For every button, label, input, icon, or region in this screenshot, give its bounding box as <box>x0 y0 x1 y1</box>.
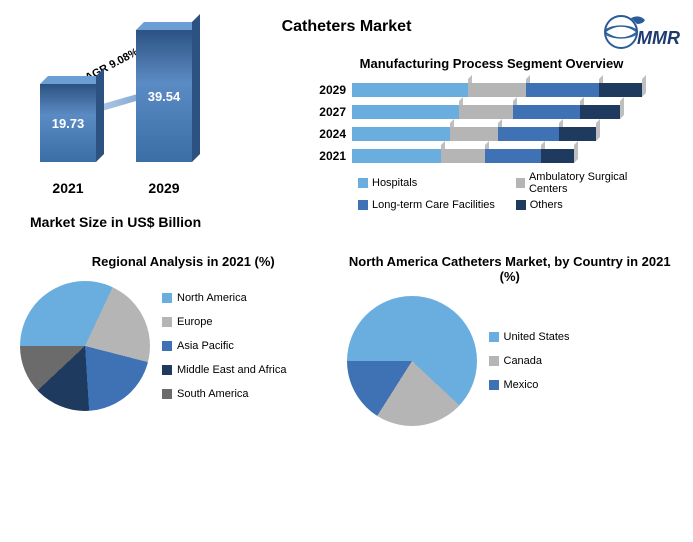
hbar-segment <box>580 105 620 119</box>
hbar-segment <box>459 105 513 119</box>
legend-item: Europe <box>162 316 286 328</box>
legend-label: Others <box>530 199 563 211</box>
legend-label: Canada <box>504 355 543 367</box>
hbar-year-label: 2024 <box>310 127 352 141</box>
legend-label: Asia Pacific <box>177 340 234 352</box>
manufacturing-hbar-chart: Manufacturing Process Segment Overview 2… <box>300 56 673 230</box>
legend-item: North America <box>162 292 286 304</box>
top-row: CAGR 9.08% 19.73202139.542029 Market Siz… <box>0 56 693 230</box>
hbar-row: 2024 <box>310 127 673 141</box>
legend-label: Middle East and Africa <box>177 364 286 376</box>
legend-label: Europe <box>177 316 212 328</box>
na-pie-chart <box>347 296 477 426</box>
legend-swatch <box>358 200 368 210</box>
hbar-year-label: 2021 <box>310 149 352 163</box>
legend-label: North America <box>177 292 247 304</box>
regional-pie-section: Regional Analysis in 2021 (%) North Amer… <box>20 254 347 426</box>
logo-text: MMR <box>637 28 680 48</box>
legend-label: South America <box>177 388 249 400</box>
legend-label: Long-term Care Facilities <box>372 199 495 211</box>
hbar-track <box>352 127 596 141</box>
regional-pie-title: Regional Analysis in 2021 (%) <box>20 254 347 269</box>
mmr-logo: MMR <box>601 10 681 60</box>
hbar-segment <box>352 83 468 97</box>
legend-swatch <box>489 332 499 342</box>
bar-year: 2021 <box>52 180 83 196</box>
legend-swatch <box>516 178 525 188</box>
legend-item: Mexico <box>489 379 570 391</box>
hbar-row: 2029 <box>310 83 673 97</box>
legend-item: Middle East and Africa <box>162 364 286 376</box>
hbar-legend: Hospitals Ambulatory Surgical Centers Long… <box>310 171 673 211</box>
bar-value: 19.73 <box>52 116 85 131</box>
market-size-bar-chart: CAGR 9.08% 19.73202139.542029 Market Siz… <box>20 56 300 230</box>
hbar-row: 2021 <box>310 149 673 163</box>
hbar-track <box>352 149 574 163</box>
page-title: Catheters Market <box>0 0 693 36</box>
hbar-segment <box>513 105 580 119</box>
hbar-segment <box>526 83 599 97</box>
regional-pie-chart <box>20 281 150 411</box>
na-pie-title: North America Catheters Market, by Count… <box>347 254 674 284</box>
legend-swatch <box>162 341 172 351</box>
legend-swatch <box>162 389 172 399</box>
legend-label: United States <box>504 331 570 343</box>
legend-swatch <box>162 293 172 303</box>
legend-item: Asia Pacific <box>162 340 286 352</box>
bar: 19.73 <box>40 84 96 162</box>
regional-legend: North America Europe Asia Pacific Middle Ea… <box>162 292 286 400</box>
legend-swatch <box>489 356 499 366</box>
legend-swatch <box>162 365 172 375</box>
hbar-segment <box>559 127 596 141</box>
na-legend: United States Canada Mexico <box>489 331 570 391</box>
legend-swatch <box>358 178 368 188</box>
hbar-segment <box>468 83 526 97</box>
hbar-track <box>352 105 620 119</box>
legend-item: United States <box>489 331 570 343</box>
legend-label: Ambulatory Surgical Centers <box>529 171 658 195</box>
legend-swatch <box>162 317 172 327</box>
hbar-track <box>352 83 642 97</box>
legend-item: Ambulatory Surgical Centers <box>516 171 658 195</box>
na-pie-section: North America Catheters Market, by Count… <box>347 254 674 426</box>
legend-item: South America <box>162 388 286 400</box>
hbar-segment <box>485 149 541 163</box>
legend-item: Hospitals <box>358 171 500 195</box>
bottom-row: Regional Analysis in 2021 (%) North Amer… <box>0 254 693 426</box>
market-size-axis-label: Market Size in US$ Billion <box>20 214 300 230</box>
bar-column: 19.73 2021 <box>40 84 96 196</box>
hbar-row: 2027 <box>310 105 673 119</box>
hbar-segment <box>541 149 574 163</box>
legend-swatch <box>489 380 499 390</box>
bar-year: 2029 <box>148 180 179 196</box>
hbar-year-label: 2027 <box>310 105 352 119</box>
legend-swatch <box>516 200 526 210</box>
hbar-segment <box>352 127 450 141</box>
hbar-year-label: 2029 <box>310 83 352 97</box>
legend-item: Others <box>516 199 658 211</box>
legend-label: Hospitals <box>372 177 417 189</box>
bar: 39.54 <box>136 30 192 162</box>
legend-item: Canada <box>489 355 570 367</box>
bar-column: 39.54 2029 <box>136 30 192 196</box>
hbar-segment <box>352 105 459 119</box>
hbar-segment <box>450 127 499 141</box>
legend-item: Long-term Care Facilities <box>358 199 500 211</box>
hbar-segment <box>498 127 559 141</box>
hbar-segment <box>352 149 441 163</box>
hbar-segment <box>599 83 643 97</box>
hbar-segment <box>441 149 485 163</box>
bar-value: 39.54 <box>148 89 181 104</box>
legend-label: Mexico <box>504 379 539 391</box>
